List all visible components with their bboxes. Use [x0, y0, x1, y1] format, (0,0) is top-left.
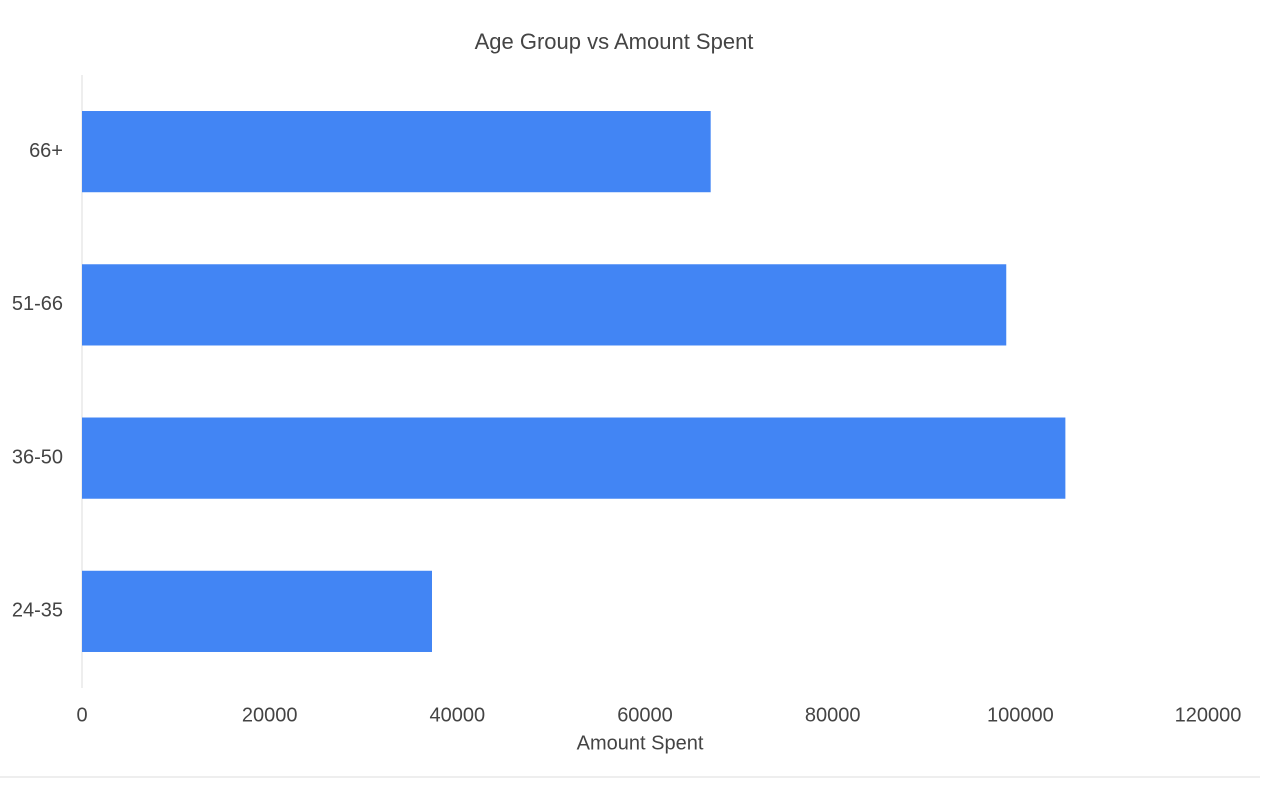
x-tick-label: 120000 [1175, 704, 1242, 726]
bar [82, 570, 432, 652]
x-tick-label: 40000 [430, 704, 486, 726]
bar [82, 111, 711, 193]
x-tick-label: 0 [76, 704, 87, 726]
chart-title: Age Group vs Amount Spent [475, 29, 754, 54]
x-tick-label: 100000 [987, 704, 1054, 726]
x-tick-label: 20000 [242, 704, 298, 726]
y-tick-label: 66+ [29, 140, 63, 162]
bar [82, 264, 1007, 346]
y-tick-label: 51-66 [12, 293, 63, 315]
x-tick-label: 60000 [617, 704, 673, 726]
bar [82, 417, 1066, 499]
x-axis-label: Amount Spent [577, 732, 704, 754]
x-tick-label: 80000 [805, 704, 861, 726]
y-tick-label: 36-50 [12, 446, 63, 468]
y-tick-label: 24-35 [12, 600, 63, 622]
